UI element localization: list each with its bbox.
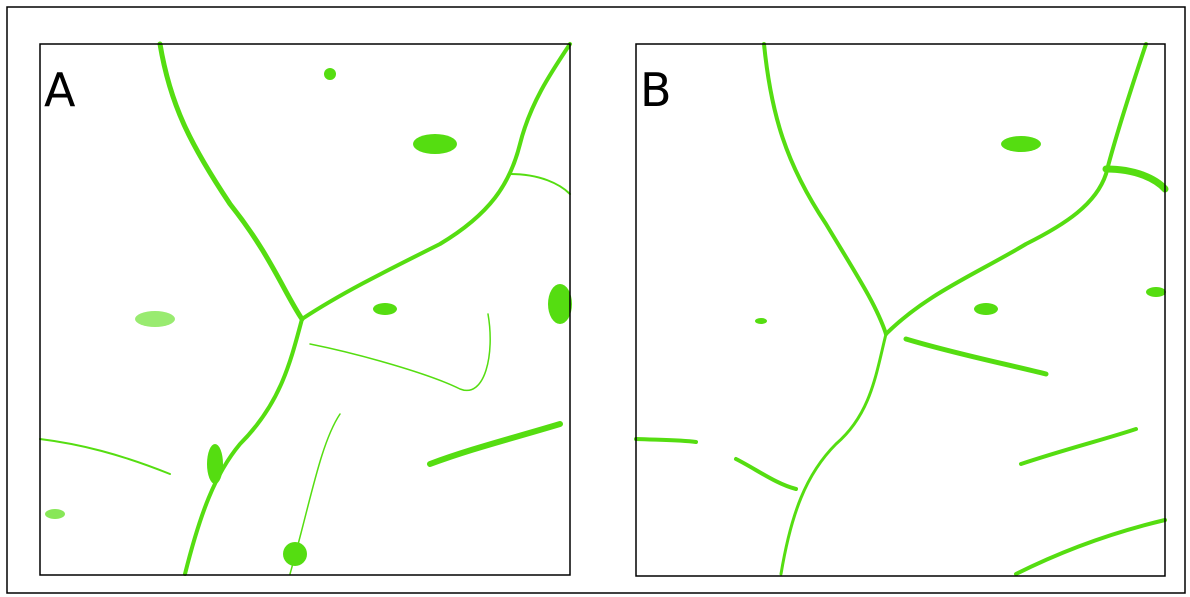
classified-map bbox=[39, 41, 572, 576]
panel-label: B bbox=[640, 63, 672, 117]
panel-background bbox=[636, 44, 1165, 576]
panel-a: A bbox=[39, 41, 572, 576]
panel-label: A bbox=[44, 63, 76, 117]
classified-map bbox=[634, 42, 1169, 576]
panel-background bbox=[40, 44, 570, 575]
panel-border bbox=[635, 43, 1166, 577]
panel-b: B bbox=[634, 42, 1169, 577]
panel-border bbox=[39, 43, 571, 576]
